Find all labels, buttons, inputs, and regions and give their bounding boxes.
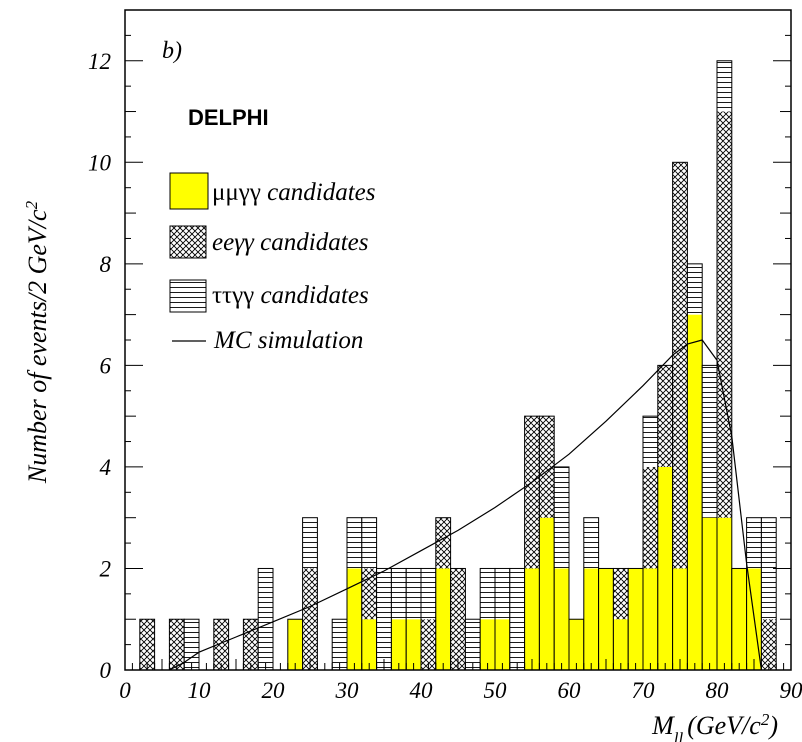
bar-mumu-32: [361, 619, 377, 670]
bar-mumu-70: [643, 568, 658, 670]
bar-mumu-74: [672, 568, 688, 670]
bar-mumu-62: [583, 568, 599, 670]
bar-tautau-48: [480, 568, 495, 620]
y-axis-title: Number of events/2 GeV/c2: [22, 200, 53, 484]
bar-tautau-32: [361, 517, 377, 569]
bar-mumu-30: [347, 568, 362, 670]
legend: μμγγ candidates eeγγ candidates ττγγ can…: [169, 172, 375, 354]
bar-mumu-54: [524, 568, 540, 670]
bar-tautau-84: [746, 517, 762, 569]
bar-tautau-52: [509, 568, 525, 670]
bar-ee-74: [672, 162, 688, 569]
bar-mumu-82: [731, 568, 747, 670]
bar-ee-70: [643, 466, 658, 569]
bar-ee-40: [421, 619, 436, 670]
y-tick-label-10: 10: [88, 150, 112, 175]
x-tick-label-80: 80: [706, 678, 730, 703]
bar-tautau-38: [406, 568, 421, 620]
x-tick-label-40: 40: [410, 678, 434, 703]
bar-tautau-28: [332, 619, 347, 670]
bar-tautau-36: [391, 568, 407, 620]
bar-mumu-42: [435, 568, 451, 670]
y-tick-label-0: 0: [100, 658, 112, 683]
x-tick-label-10: 10: [188, 678, 212, 703]
bar-ee-72: [657, 365, 673, 467]
legend-swatch-ee: [169, 225, 207, 259]
y-tick-label-8: 8: [100, 252, 112, 277]
x-tick-label-60: 60: [558, 678, 582, 703]
bar-mumu-38: [406, 619, 421, 670]
axis-tick-labels: 0 10 20 30 40 50 60 70 80 90 0 2 4 6 8 10 12: [88, 49, 802, 703]
x-tick-label-50: 50: [484, 678, 508, 703]
bar-ee-54: [524, 416, 540, 569]
histogram-bars: [139, 60, 777, 671]
bar-ee-56: [539, 416, 555, 518]
bar-tautau-40: [421, 568, 436, 620]
bar-ee-44: [450, 568, 466, 670]
bar-tautau-18: [258, 568, 273, 670]
mc-simulation-curve: [169, 339, 762, 671]
bar-ee-16: [243, 619, 259, 670]
bar-tautau-70: [643, 416, 658, 467]
bar-ee-2: [139, 619, 155, 670]
bar-mumu-22: [287, 619, 303, 670]
bar-tautau-34: [376, 568, 392, 670]
axis-ticks: [125, 9, 791, 670]
x-tick-label-30: 30: [335, 678, 360, 703]
x-tick-label-0: 0: [119, 678, 131, 703]
bar-ee-66: [613, 568, 629, 620]
legend-label-ee: eeγγ candidates: [212, 229, 368, 256]
bar-tautau-86: [761, 517, 777, 620]
bar-ee-12: [213, 619, 229, 670]
bar-mumu-50: [495, 619, 510, 670]
bar-tautau-30: [347, 517, 362, 569]
bar-mumu-66: [613, 619, 629, 670]
legend-swatch-tautau: [169, 279, 207, 313]
bar-mumu-64: [598, 568, 614, 670]
x-tick-label-90: 90: [780, 678, 802, 703]
bar-ee-86: [761, 619, 777, 670]
legend-label-mc: MC simulation: [213, 327, 363, 354]
bar-tautau-80: [717, 60, 732, 112]
bar-tautau-8: [184, 619, 199, 670]
bar-mumu-58: [554, 568, 569, 670]
panel-label: b): [162, 38, 182, 64]
y-tick-label-12: 12: [88, 49, 111, 74]
bar-mumu-78: [702, 517, 717, 670]
bar-tautau-58: [554, 466, 569, 569]
legend-label-mumu: μμγγ candidates: [212, 179, 375, 206]
legend-label-tautau: ττγγ candidates: [212, 282, 369, 309]
bar-ee-24: [302, 568, 318, 670]
bar-tautau-24: [302, 517, 318, 569]
legend-swatch-mumu: [169, 172, 209, 210]
y-tick-label-4: 4: [100, 455, 112, 480]
x-tick-label-70: 70: [632, 678, 656, 703]
bar-tautau-50: [495, 568, 510, 620]
y-tick-label-6: 6: [100, 353, 112, 378]
bar-tautau-46: [465, 619, 481, 670]
y-tick-label-2: 2: [100, 556, 112, 581]
bar-tautau-62: [583, 517, 599, 569]
bar-mumu-72: [657, 466, 673, 670]
bar-mumu-36: [391, 619, 407, 670]
experiment-label: DELPHI: [188, 105, 269, 130]
bar-ee-32: [361, 568, 377, 620]
bar-ee-6: [169, 619, 185, 670]
bar-ee-42: [435, 517, 451, 569]
bar-tautau-76: [687, 263, 703, 315]
bar-mumu-68: [628, 568, 643, 670]
x-tick-label-20: 20: [262, 678, 286, 703]
bar-tautau-78: [702, 365, 717, 518]
bar-mumu-48: [480, 619, 495, 670]
bar-mumu-76: [687, 314, 703, 670]
bar-mumu-56: [539, 517, 555, 670]
bar-ee-80: [717, 111, 732, 518]
x-axis-title: Mll (GeV/c2): [651, 710, 778, 742]
bar-mumu-80: [717, 517, 732, 670]
bar-mumu-60: [569, 619, 584, 670]
